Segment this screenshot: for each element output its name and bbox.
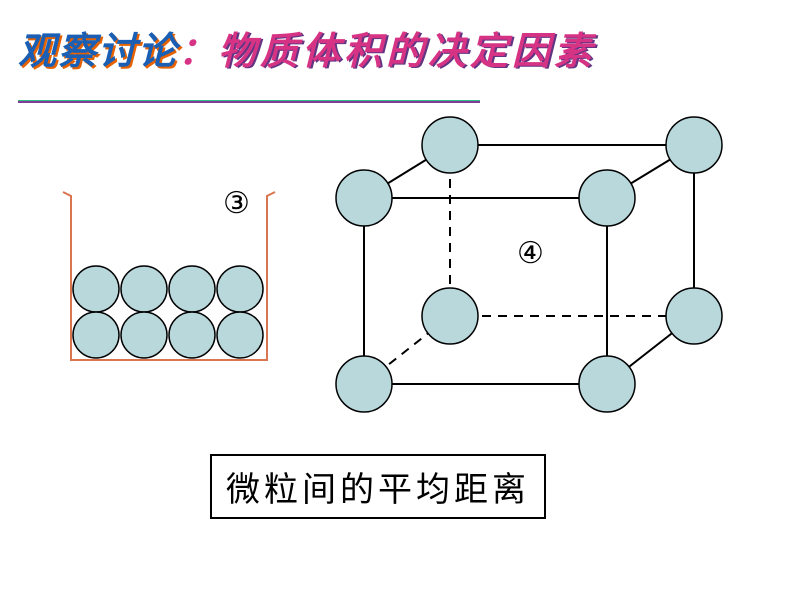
bottom-text-box: 微粒间的平均距离 <box>210 454 546 519</box>
label-3: ③ <box>223 186 250 221</box>
bottom-text: 微粒间的平均距离 <box>226 472 530 509</box>
label-4: ④ <box>517 236 544 271</box>
